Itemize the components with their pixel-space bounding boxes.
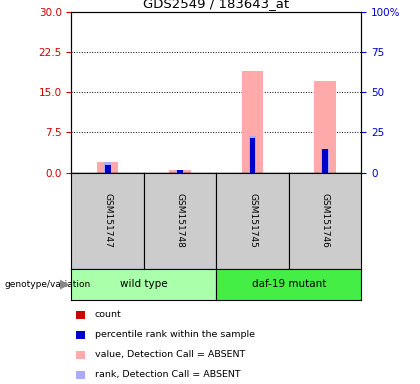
Bar bbox=[105, 166, 110, 173]
Text: count: count bbox=[94, 310, 121, 319]
Bar bbox=[176, 170, 184, 173]
Bar bbox=[249, 136, 256, 173]
Text: percentile rank within the sample: percentile rank within the sample bbox=[94, 330, 255, 339]
Bar bbox=[169, 170, 191, 173]
Text: rank, Detection Call = ABSENT: rank, Detection Call = ABSENT bbox=[94, 370, 240, 379]
Bar bbox=[177, 170, 183, 173]
Text: GSM151748: GSM151748 bbox=[176, 194, 184, 248]
Bar bbox=[321, 149, 328, 173]
Text: value, Detection Call = ABSENT: value, Detection Call = ABSENT bbox=[94, 350, 245, 359]
Text: daf-19 mutant: daf-19 mutant bbox=[252, 279, 326, 289]
Bar bbox=[322, 149, 328, 173]
Bar bbox=[314, 81, 336, 173]
Title: GDS2549 / 183643_at: GDS2549 / 183643_at bbox=[143, 0, 289, 10]
Bar bbox=[97, 162, 118, 173]
Bar bbox=[241, 71, 263, 173]
Text: wild type: wild type bbox=[120, 279, 168, 289]
Bar bbox=[249, 138, 255, 173]
Text: GSM151746: GSM151746 bbox=[320, 194, 329, 248]
Text: ▶: ▶ bbox=[60, 278, 69, 291]
Bar bbox=[105, 165, 110, 173]
Text: GSM151747: GSM151747 bbox=[103, 194, 112, 248]
Text: genotype/variation: genotype/variation bbox=[4, 280, 90, 289]
Bar bbox=[104, 162, 111, 173]
Text: GSM151745: GSM151745 bbox=[248, 194, 257, 248]
